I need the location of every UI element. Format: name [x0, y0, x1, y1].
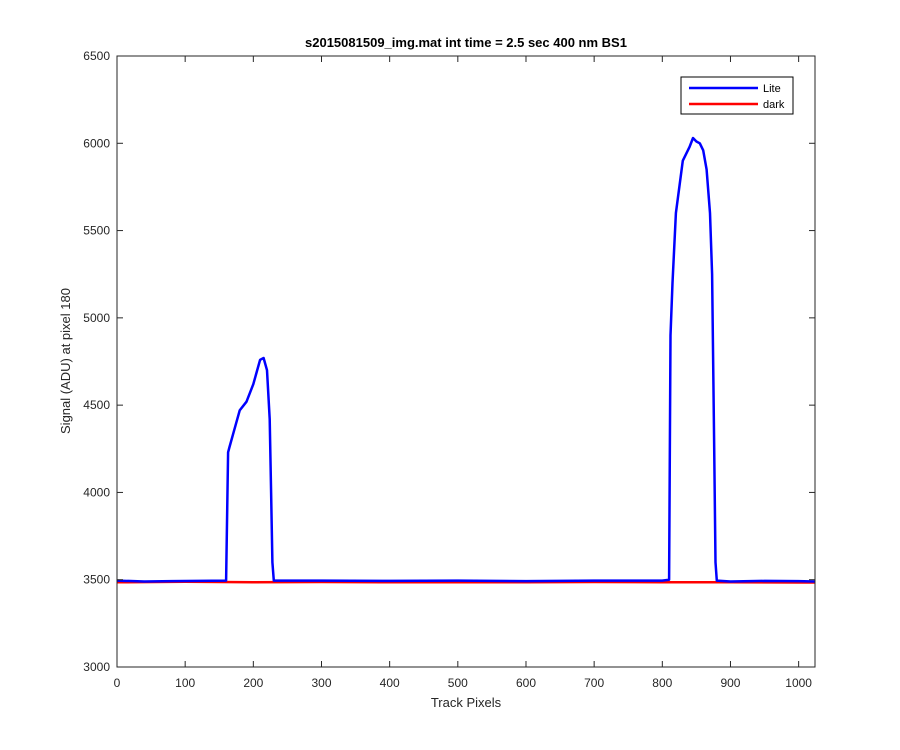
- x-tick-label: 1000: [785, 676, 812, 690]
- y-axis-label: Signal (ADU) at pixel 180: [58, 288, 73, 434]
- x-tick-label: 100: [175, 676, 195, 690]
- y-tick-label: 4500: [83, 398, 110, 412]
- series-line-lite: [116, 136, 816, 583]
- y-axis: 3000 3500 4000 4500 5000 5500 6000 6500: [83, 49, 815, 674]
- y-tick-label: 6000: [83, 136, 110, 150]
- x-tick-label: 400: [380, 676, 400, 690]
- x-tick-label: 600: [516, 676, 536, 690]
- x-tick-label: 200: [243, 676, 263, 690]
- y-tick-label: 5000: [83, 311, 110, 325]
- legend: Lite dark: [680, 76, 794, 115]
- x-axis-label: Track Pixels: [431, 695, 502, 710]
- y-tick-label: 3500: [83, 573, 110, 587]
- y-tick-label: 6500: [83, 49, 110, 63]
- series-layer: [116, 136, 816, 584]
- y-tick-label: 4000: [83, 485, 110, 499]
- y-tick-label: 3000: [83, 660, 110, 674]
- x-tick-label: 800: [652, 676, 672, 690]
- x-axis: 0 100 200 300 400 500 600 700 800 900 1000: [114, 56, 812, 690]
- x-tick-label: 700: [584, 676, 604, 690]
- x-tick-label: 500: [448, 676, 468, 690]
- legend-label-lite: Lite: [763, 83, 781, 95]
- plot-background: [117, 56, 815, 667]
- x-tick-label: 900: [720, 676, 740, 690]
- y-tick-label: 5500: [83, 224, 110, 238]
- chart-title: s2015081509_img.mat int time = 2.5 sec 4…: [305, 35, 627, 50]
- legend-box: [680, 76, 794, 115]
- legend-label-dark: dark: [763, 99, 785, 111]
- x-tick-label: 0: [114, 676, 121, 690]
- plot-frame: [116, 55, 816, 668]
- x-tick-label: 300: [311, 676, 331, 690]
